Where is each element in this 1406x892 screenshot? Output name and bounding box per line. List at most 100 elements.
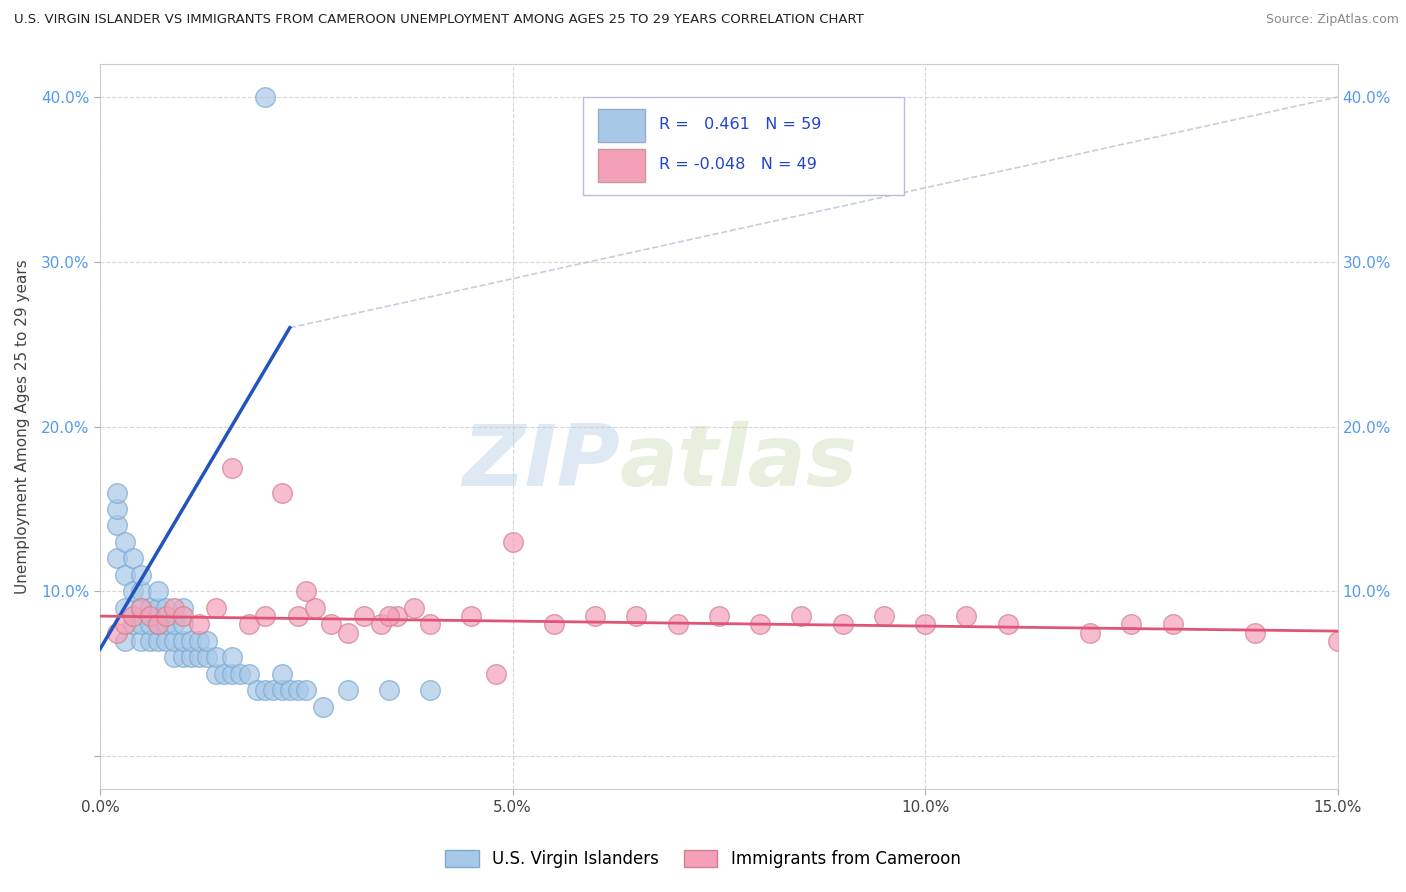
Point xyxy=(1244,625,1267,640)
Point xyxy=(114,600,136,615)
Point xyxy=(155,633,177,648)
Point xyxy=(122,551,145,566)
Point xyxy=(873,609,896,624)
Point xyxy=(129,584,152,599)
Point xyxy=(238,617,260,632)
Point xyxy=(238,666,260,681)
Point xyxy=(188,650,211,665)
Point xyxy=(319,617,342,632)
Point xyxy=(195,633,218,648)
FancyBboxPatch shape xyxy=(598,149,644,182)
Point xyxy=(485,666,508,681)
Point xyxy=(195,650,218,665)
Point xyxy=(138,617,160,632)
Point xyxy=(955,609,977,624)
Text: R = -0.048   N = 49: R = -0.048 N = 49 xyxy=(659,157,817,172)
Point xyxy=(1326,633,1348,648)
Point xyxy=(543,617,565,632)
Text: ZIP: ZIP xyxy=(463,421,620,504)
Point xyxy=(204,650,226,665)
Point xyxy=(336,683,359,698)
Point xyxy=(146,633,169,648)
Point xyxy=(1368,617,1391,632)
FancyBboxPatch shape xyxy=(582,96,904,194)
Point xyxy=(163,617,186,632)
Text: U.S. VIRGIN ISLANDER VS IMMIGRANTS FROM CAMEROON UNEMPLOYMENT AMONG AGES 25 TO 2: U.S. VIRGIN ISLANDER VS IMMIGRANTS FROM … xyxy=(14,13,863,27)
Point xyxy=(114,568,136,582)
Point xyxy=(122,617,145,632)
Point xyxy=(129,633,152,648)
Point xyxy=(254,609,277,624)
Point xyxy=(172,617,194,632)
Text: atlas: atlas xyxy=(620,421,858,504)
Point xyxy=(129,617,152,632)
Point xyxy=(221,650,243,665)
Point xyxy=(146,600,169,615)
Point xyxy=(262,683,284,698)
Point xyxy=(146,617,169,632)
Point xyxy=(155,600,177,615)
Point xyxy=(155,609,177,624)
Point xyxy=(129,600,152,615)
Point xyxy=(254,683,277,698)
Point xyxy=(246,683,269,698)
Point xyxy=(287,609,309,624)
Point xyxy=(163,650,186,665)
Point xyxy=(831,617,853,632)
Point xyxy=(163,600,186,615)
Point xyxy=(138,600,160,615)
Point xyxy=(378,609,401,624)
FancyBboxPatch shape xyxy=(598,109,644,142)
Point xyxy=(583,609,606,624)
Point xyxy=(1121,617,1143,632)
Point xyxy=(1161,617,1184,632)
Point xyxy=(146,617,169,632)
Point xyxy=(172,609,194,624)
Point xyxy=(270,485,292,500)
Point xyxy=(105,518,128,533)
Point xyxy=(221,460,243,475)
Point xyxy=(385,609,408,624)
Point xyxy=(460,609,482,624)
Point xyxy=(914,617,936,632)
Point xyxy=(129,568,152,582)
Point xyxy=(122,609,145,624)
Point xyxy=(419,683,441,698)
Point xyxy=(270,683,292,698)
Point xyxy=(666,617,689,632)
Point xyxy=(172,600,194,615)
Point xyxy=(402,600,425,615)
Point xyxy=(707,609,730,624)
Point xyxy=(188,633,211,648)
Point xyxy=(114,617,136,632)
Point xyxy=(114,633,136,648)
Point xyxy=(353,609,375,624)
Point xyxy=(188,617,211,632)
Point xyxy=(287,683,309,698)
Point xyxy=(270,666,292,681)
Legend: U.S. Virgin Islanders, Immigrants from Cameroon: U.S. Virgin Islanders, Immigrants from C… xyxy=(439,843,967,875)
Point xyxy=(129,600,152,615)
Point xyxy=(180,633,202,648)
Point xyxy=(105,625,128,640)
Text: Source: ZipAtlas.com: Source: ZipAtlas.com xyxy=(1265,13,1399,27)
Point xyxy=(138,609,160,624)
Y-axis label: Unemployment Among Ages 25 to 29 years: Unemployment Among Ages 25 to 29 years xyxy=(15,260,30,594)
Point xyxy=(254,90,277,104)
Point xyxy=(105,551,128,566)
Point xyxy=(304,600,326,615)
Point xyxy=(114,535,136,549)
Point xyxy=(626,609,648,624)
Point xyxy=(105,502,128,516)
Point xyxy=(336,625,359,640)
Point xyxy=(419,617,441,632)
Point xyxy=(295,683,318,698)
Point xyxy=(278,683,301,698)
Point xyxy=(1078,625,1101,640)
Point xyxy=(212,666,235,681)
Point xyxy=(312,699,335,714)
Point xyxy=(122,584,145,599)
Text: R =   0.461   N = 59: R = 0.461 N = 59 xyxy=(659,117,821,132)
Point xyxy=(229,666,252,681)
Point xyxy=(749,617,772,632)
